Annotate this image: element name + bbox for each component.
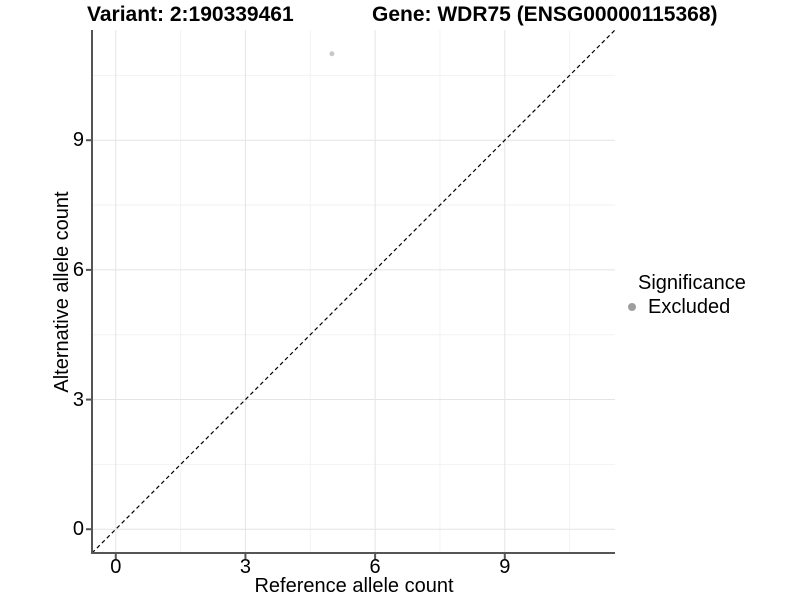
y-tick-label: 3 xyxy=(72,388,84,411)
data-point xyxy=(329,51,335,57)
y-tick-label: 6 xyxy=(72,258,84,281)
gene-title: Gene: WDR75 (ENSG00000115368) xyxy=(372,3,718,26)
y-tick-label: 9 xyxy=(72,129,84,152)
y-axis-title: Alternative allele count xyxy=(51,191,73,393)
x-tick-label: 9 xyxy=(499,556,511,578)
legend-title: Significance xyxy=(638,272,746,294)
identity-line xyxy=(91,29,616,554)
x-tick-label: 3 xyxy=(239,556,251,578)
excluded-marker-icon xyxy=(628,303,636,311)
y-tick-label: 0 xyxy=(72,518,84,541)
variant-title: Variant: 2:190339461 xyxy=(87,3,294,26)
x-axis-title: Reference allele count xyxy=(254,575,454,597)
x-tick-label: 6 xyxy=(369,556,381,578)
legend-entry-label: Excluded xyxy=(648,296,731,318)
x-tick-label: 0 xyxy=(110,556,122,578)
legend: Significance Excluded xyxy=(626,271,746,319)
legend-entry-excluded: Excluded xyxy=(626,295,746,319)
